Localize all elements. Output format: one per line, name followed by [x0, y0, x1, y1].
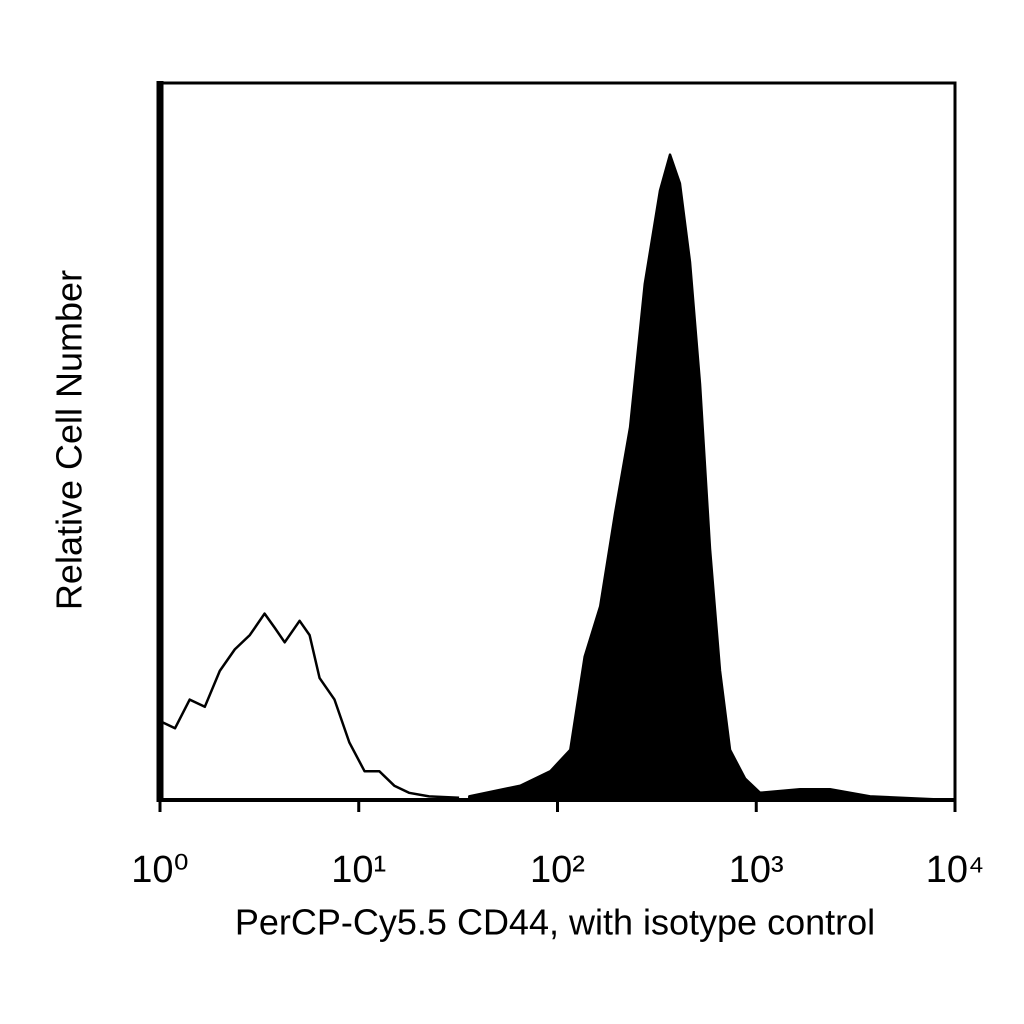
x-axis-label: PerCP-Cy5.5 CD44, with isotype control	[235, 902, 875, 943]
y-axis-label: Relative Cell Number	[49, 270, 90, 610]
x-tick-label: 10²	[530, 849, 585, 891]
histogram-line	[159, 612, 460, 800]
plot-frame	[158, 81, 957, 802]
histogram-area	[468, 153, 952, 802]
x-tick-label: 10¹	[331, 849, 386, 891]
x-tick-label: 10⁰	[131, 849, 189, 891]
x-tick-label: 10³	[729, 849, 784, 891]
x-tick-label: 10⁴	[926, 849, 985, 891]
